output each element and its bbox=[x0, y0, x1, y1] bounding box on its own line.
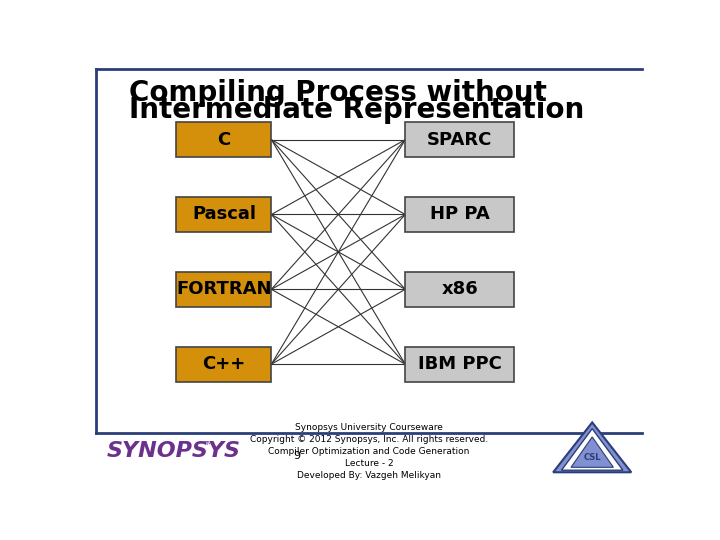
Text: 9: 9 bbox=[293, 451, 300, 461]
Text: FORTRAN: FORTRAN bbox=[176, 280, 271, 298]
FancyBboxPatch shape bbox=[405, 347, 514, 382]
Polygon shape bbox=[553, 422, 631, 472]
Text: CSL: CSL bbox=[583, 453, 601, 462]
Text: Intermediate Representation: Intermediate Representation bbox=[129, 96, 585, 124]
Polygon shape bbox=[562, 429, 623, 470]
Text: Pascal: Pascal bbox=[192, 206, 256, 224]
Text: x86: x86 bbox=[441, 280, 478, 298]
Polygon shape bbox=[571, 437, 613, 467]
FancyBboxPatch shape bbox=[176, 272, 271, 307]
Text: SPARC: SPARC bbox=[427, 131, 492, 149]
FancyBboxPatch shape bbox=[176, 347, 271, 382]
Text: HP PA: HP PA bbox=[430, 206, 490, 224]
Text: Synopsys University Courseware
Copyright © 2012 Synopsys, Inc. All rights reserv: Synopsys University Courseware Copyright… bbox=[250, 423, 488, 480]
Text: C: C bbox=[217, 131, 230, 149]
FancyBboxPatch shape bbox=[405, 122, 514, 157]
FancyBboxPatch shape bbox=[405, 197, 514, 232]
Text: Compiling Process without: Compiling Process without bbox=[129, 79, 547, 107]
FancyBboxPatch shape bbox=[176, 122, 271, 157]
Text: C++: C++ bbox=[202, 355, 246, 373]
FancyBboxPatch shape bbox=[405, 272, 514, 307]
Text: SYNOPSYS: SYNOPSYS bbox=[107, 442, 240, 462]
FancyBboxPatch shape bbox=[176, 197, 271, 232]
Text: TM: TM bbox=[204, 441, 214, 446]
Text: IBM PPC: IBM PPC bbox=[418, 355, 502, 373]
